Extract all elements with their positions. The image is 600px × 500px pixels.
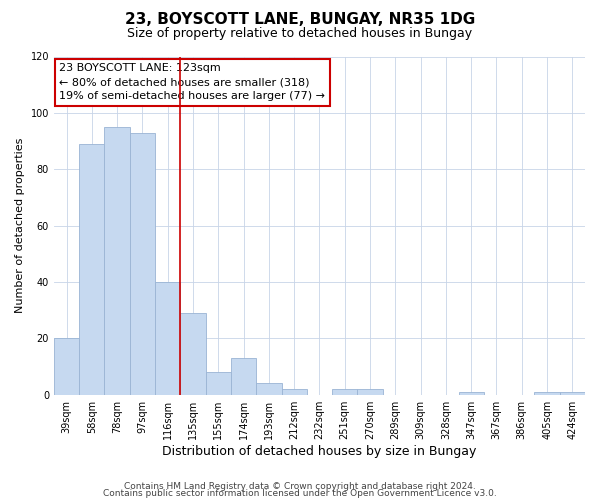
Bar [181,313,206,394]
Bar [332,389,358,394]
Bar [281,389,307,394]
Bar [560,392,585,394]
Bar [256,384,281,394]
Bar [54,338,79,394]
Bar [231,358,256,395]
Bar [130,132,155,394]
Bar [206,372,231,394]
Bar [104,127,130,394]
X-axis label: Distribution of detached houses by size in Bungay: Distribution of detached houses by size … [162,444,476,458]
Text: Size of property relative to detached houses in Bungay: Size of property relative to detached ho… [127,28,473,40]
Text: Contains public sector information licensed under the Open Government Licence v3: Contains public sector information licen… [103,490,497,498]
Bar [79,144,104,395]
Text: 23, BOYSCOTT LANE, BUNGAY, NR35 1DG: 23, BOYSCOTT LANE, BUNGAY, NR35 1DG [125,12,475,28]
Bar [535,392,560,394]
Bar [458,392,484,394]
Y-axis label: Number of detached properties: Number of detached properties [15,138,25,314]
Bar [358,389,383,394]
Text: 23 BOYSCOTT LANE: 123sqm
← 80% of detached houses are smaller (318)
19% of semi-: 23 BOYSCOTT LANE: 123sqm ← 80% of detach… [59,64,325,102]
Text: Contains HM Land Registry data © Crown copyright and database right 2024.: Contains HM Land Registry data © Crown c… [124,482,476,491]
Bar [155,282,181,395]
